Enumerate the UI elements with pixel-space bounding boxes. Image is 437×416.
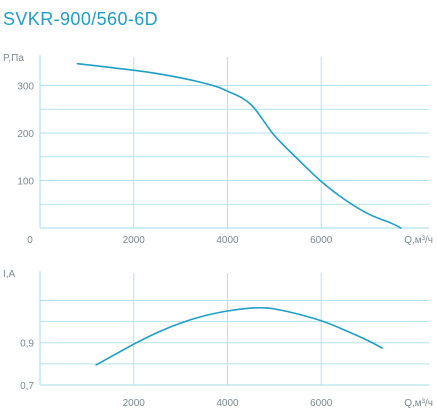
pressure-x-tick-label: 2000 [123,235,146,246]
pressure-y-tick-label: 300 [17,82,34,93]
pressure-y-axis-label: P,Па [3,53,24,64]
pressure-x-axis-label: Q,м³/ч [404,235,433,246]
chart-title: SVKR-900/560-6D [3,9,159,29]
pressure-x-tick-label: 6000 [310,235,333,246]
pressure-x-tick-label: 0 [27,235,33,246]
current-y-tick-label: 0,9 [20,339,34,350]
pressure-y-tick-label: 200 [17,129,34,140]
current-y-axis-label: I,A [3,269,16,280]
current-x-tick-label: 6000 [310,398,333,409]
pressure-x-tick-label: 4000 [216,235,239,246]
pressure-y-tick-label: 100 [17,177,34,188]
current-curve [95,306,383,366]
current-x-axis-label: Q,м³/ч [404,398,433,409]
pressure-curve [76,62,402,229]
current-x-tick-label: 2000 [123,398,146,409]
current-y-tick-label: 0,7 [20,381,34,392]
current-x-tick-label: 4000 [216,398,239,409]
